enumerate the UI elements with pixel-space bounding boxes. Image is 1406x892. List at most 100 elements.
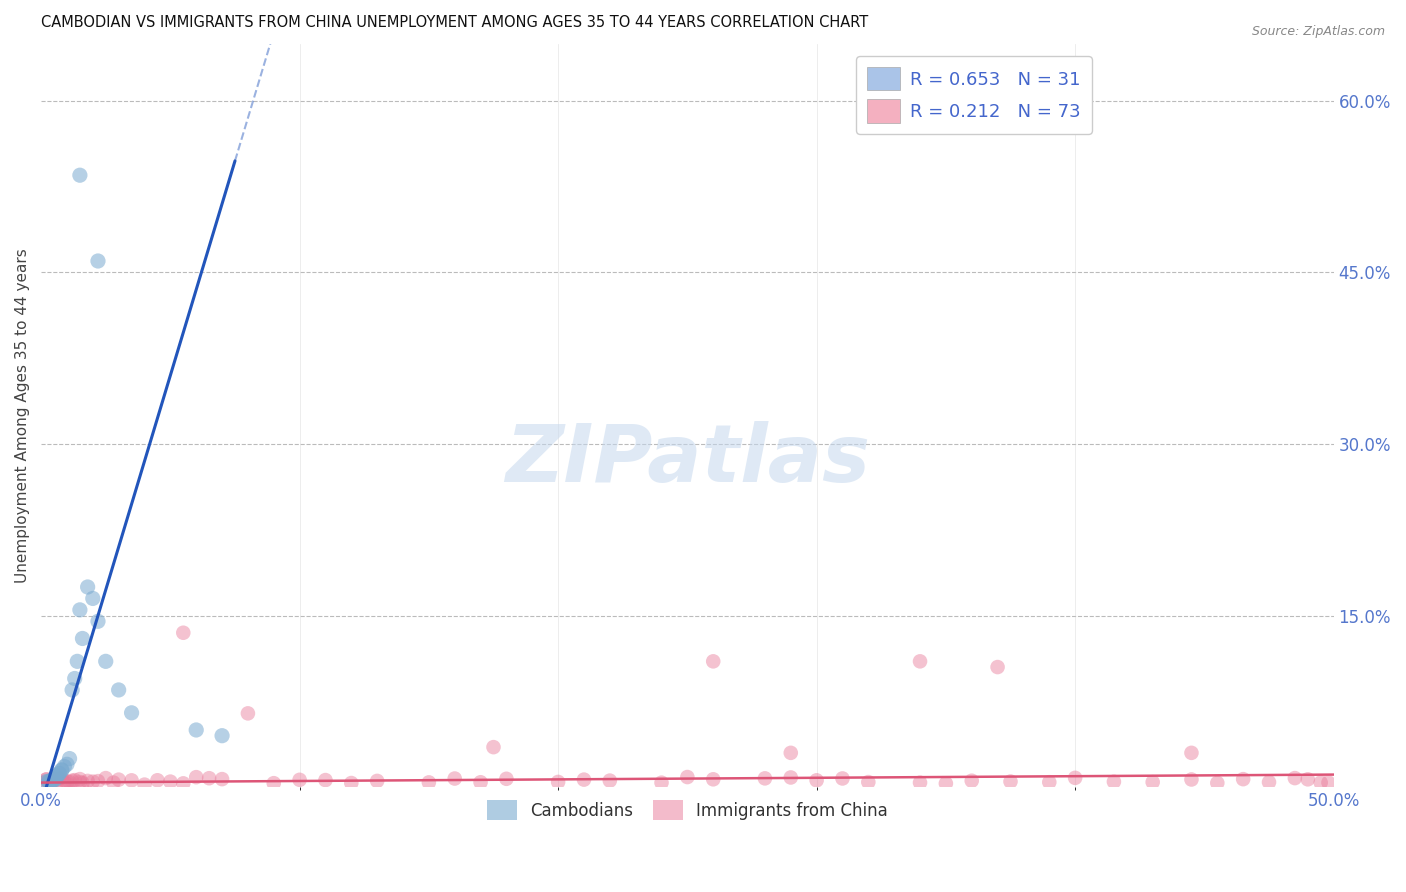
Point	[82, 591, 104, 606]
Point	[41, 773, 63, 788]
Point	[1206, 776, 1229, 790]
Point	[211, 729, 233, 743]
Point	[41, 776, 63, 790]
Point	[172, 625, 194, 640]
Point	[48, 771, 70, 785]
Point	[702, 772, 724, 787]
Point	[45, 771, 67, 785]
Point	[53, 759, 76, 773]
Point	[134, 778, 156, 792]
Point	[779, 771, 801, 785]
Point	[314, 773, 336, 788]
Point	[443, 772, 465, 786]
Point	[651, 775, 673, 789]
Point	[58, 751, 80, 765]
Point	[51, 763, 73, 777]
Y-axis label: Unemployment Among Ages 35 to 44 years: Unemployment Among Ages 35 to 44 years	[15, 248, 30, 582]
Point	[42, 773, 65, 788]
Point	[35, 772, 58, 787]
Point	[82, 774, 104, 789]
Point	[69, 772, 91, 786]
Point	[69, 775, 91, 789]
Point	[38, 774, 60, 789]
Point	[599, 773, 621, 788]
Point	[48, 766, 70, 780]
Point	[146, 773, 169, 788]
Point	[42, 772, 65, 786]
Point	[1258, 775, 1281, 789]
Text: ZIPatlas: ZIPatlas	[505, 421, 870, 499]
Point	[263, 776, 285, 790]
Point	[38, 774, 60, 789]
Point	[42, 772, 65, 786]
Point	[1317, 775, 1340, 789]
Point	[56, 774, 79, 789]
Point	[53, 775, 76, 789]
Point	[56, 757, 79, 772]
Point	[987, 660, 1010, 674]
Point	[48, 766, 70, 780]
Point	[572, 772, 595, 787]
Point	[858, 775, 880, 789]
Point	[121, 706, 143, 720]
Point	[754, 772, 776, 786]
Point	[831, 772, 853, 786]
Point	[211, 772, 233, 786]
Point	[45, 772, 67, 787]
Point	[1038, 775, 1060, 789]
Point	[58, 775, 80, 789]
Point	[35, 772, 58, 787]
Text: Source: ZipAtlas.com: Source: ZipAtlas.com	[1251, 25, 1385, 38]
Point	[103, 775, 125, 789]
Point	[366, 773, 388, 788]
Point	[87, 615, 110, 629]
Point	[186, 723, 208, 737]
Point	[60, 682, 83, 697]
Point	[94, 771, 117, 785]
Point	[1102, 774, 1125, 789]
Point	[107, 682, 129, 697]
Point	[76, 580, 98, 594]
Point	[960, 773, 983, 788]
Point	[121, 773, 143, 788]
Point	[69, 168, 91, 182]
Point	[35, 774, 58, 789]
Point	[806, 773, 828, 788]
Point	[159, 774, 181, 789]
Point	[72, 632, 94, 646]
Point	[186, 770, 208, 784]
Point	[45, 769, 67, 783]
Point	[41, 774, 63, 789]
Point	[1142, 775, 1164, 789]
Point	[1296, 772, 1319, 787]
Point	[32, 776, 55, 790]
Point	[51, 771, 73, 785]
Point	[198, 771, 221, 785]
Point	[418, 775, 440, 789]
Point	[935, 776, 957, 790]
Point	[1180, 746, 1202, 760]
Point	[1309, 775, 1331, 789]
Point	[87, 254, 110, 268]
Point	[702, 654, 724, 668]
Point	[1284, 771, 1306, 785]
Point	[288, 772, 311, 787]
Point	[66, 654, 89, 668]
Point	[76, 773, 98, 788]
Point	[87, 774, 110, 789]
Point	[107, 772, 129, 787]
Point	[63, 773, 86, 788]
Point	[908, 654, 931, 668]
Legend: Cambodians, Immigrants from China: Cambodians, Immigrants from China	[479, 794, 894, 827]
Point	[72, 776, 94, 790]
Point	[69, 603, 91, 617]
Point	[63, 672, 86, 686]
Point	[45, 775, 67, 789]
Point	[236, 706, 259, 721]
Point	[41, 775, 63, 789]
Point	[779, 746, 801, 760]
Point	[1180, 772, 1202, 787]
Point	[908, 775, 931, 789]
Point	[676, 770, 699, 784]
Point	[38, 774, 60, 789]
